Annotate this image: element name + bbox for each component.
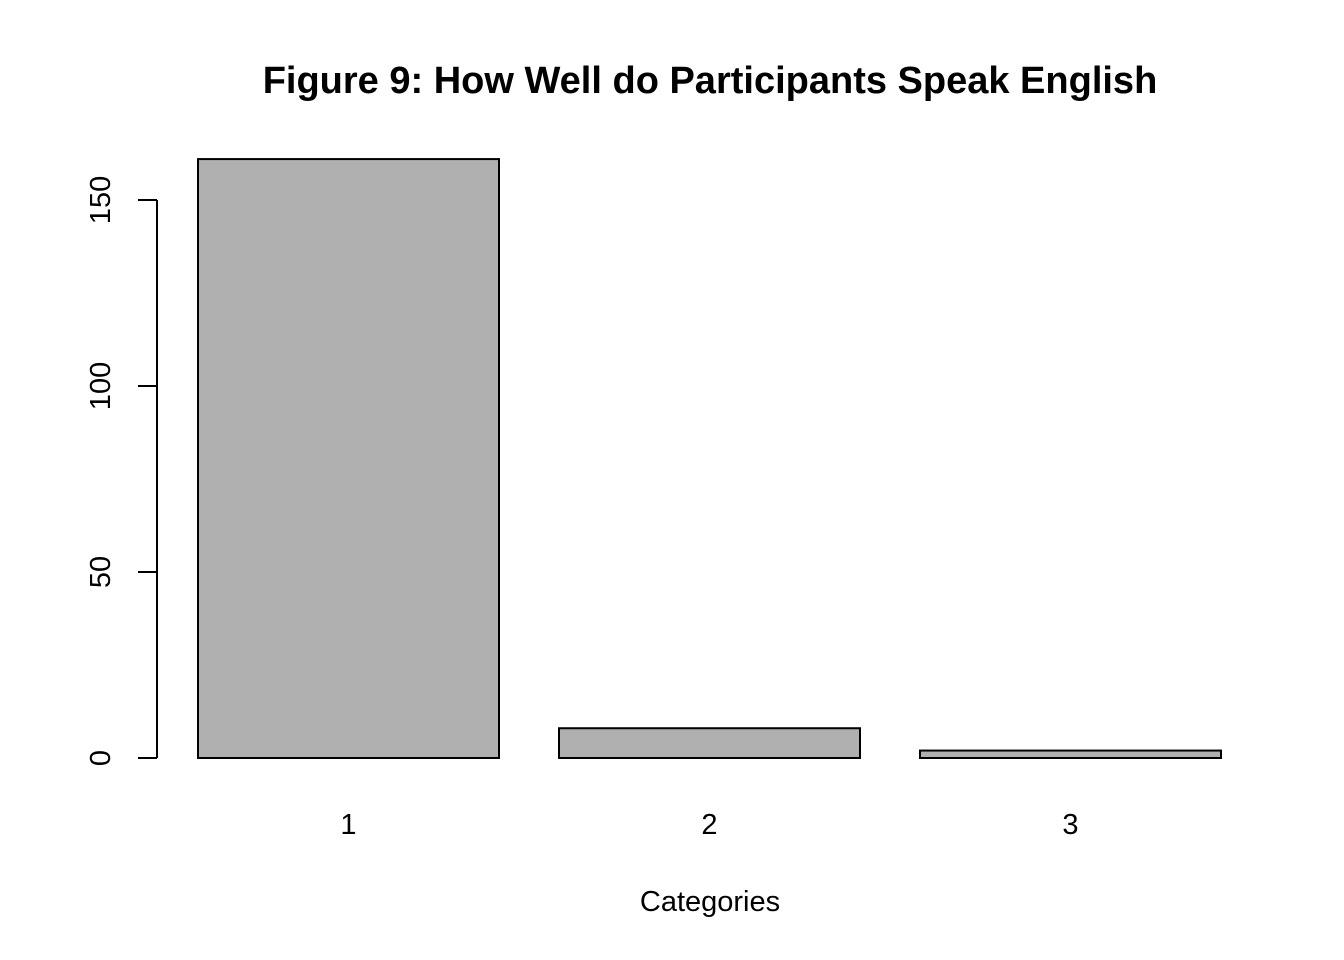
x-axis-label: Categories	[640, 886, 780, 918]
bar-1	[197, 158, 500, 759]
bar-2	[558, 727, 861, 759]
y-tick-label: 150	[85, 176, 117, 224]
y-tick-label: 0	[85, 750, 117, 766]
x-tick-label: 3	[1062, 809, 1078, 841]
x-tick-label: 1	[340, 809, 356, 841]
bars-group	[197, 158, 1222, 759]
y-tick-label: 50	[85, 556, 117, 588]
bar-3	[919, 749, 1222, 759]
y-axis: 0 50 100 150	[85, 176, 158, 766]
x-tick-labels: 1 2 3	[340, 809, 1078, 841]
y-tick-label: 100	[85, 362, 117, 410]
x-tick-label: 2	[701, 809, 717, 841]
chart-title: Figure 9: How Well do Participants Speak…	[263, 60, 1158, 102]
